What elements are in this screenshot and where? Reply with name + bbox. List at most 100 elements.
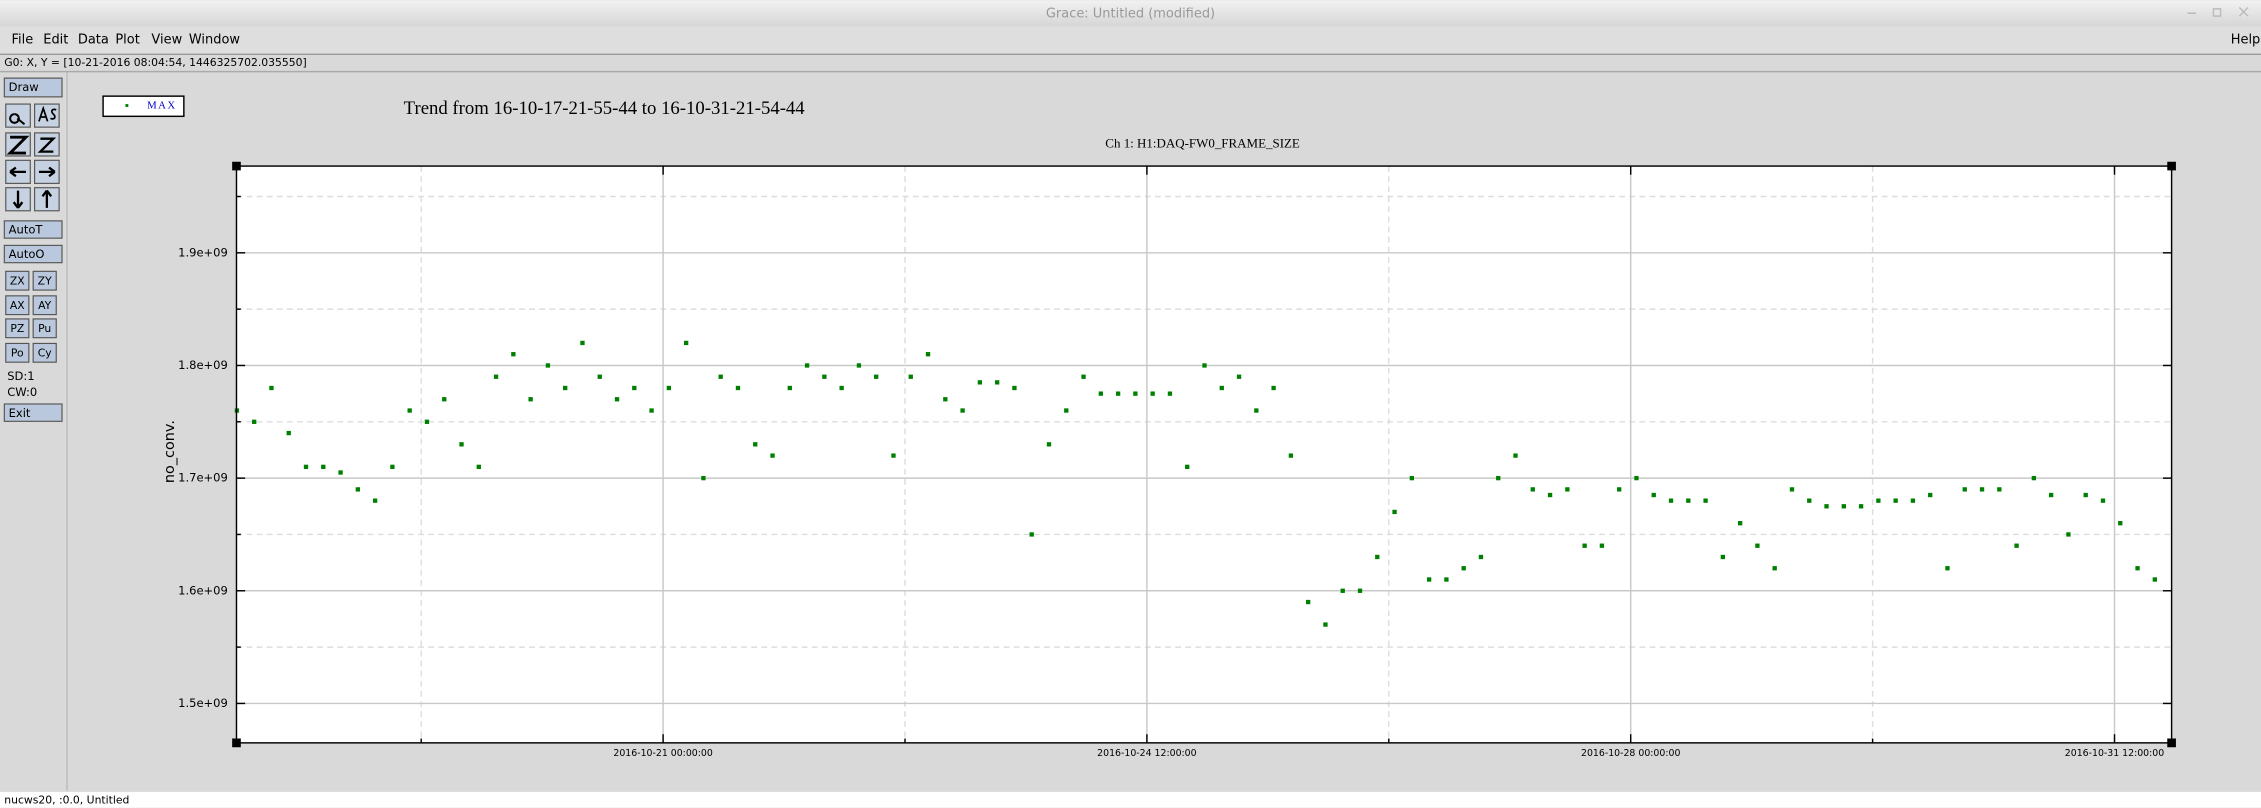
data-point (1046, 442, 1052, 447)
tool-button[interactable] (32, 270, 57, 291)
data-point (2152, 577, 2157, 582)
draw-label: Draw (9, 80, 39, 94)
y-tick-label: 1.9e+09 (178, 245, 228, 259)
exit-label: Exit (9, 406, 31, 420)
data-point (1513, 453, 1518, 458)
tool-label: AX (10, 299, 25, 312)
data-point (1634, 475, 1639, 481)
tool-button[interactable] (32, 342, 57, 363)
data-point (2083, 492, 2088, 498)
zoom-out-glyph (37, 137, 57, 153)
up-glyph (41, 189, 53, 208)
tool-label: AY (38, 299, 52, 312)
data-point (1530, 487, 1535, 492)
menu-help[interactable]: Help (2231, 32, 2261, 47)
data-point (683, 340, 689, 346)
data-point (735, 385, 741, 391)
autoscale-glyph (38, 105, 57, 122)
data-point (1323, 622, 1328, 627)
data-point (632, 385, 637, 391)
data-point (1150, 391, 1155, 396)
data-point (701, 475, 706, 481)
data-point (1271, 385, 1276, 391)
data-point (286, 430, 291, 436)
tool-button[interactable] (32, 295, 57, 316)
menu-bar (0, 26, 2261, 54)
tool-label: Pu (38, 322, 51, 335)
data-point (804, 363, 810, 368)
data-point (614, 397, 620, 402)
data-point (1444, 577, 1449, 582)
data-point (649, 408, 654, 413)
data-point (1375, 554, 1380, 560)
autoo-button[interactable] (3, 244, 63, 264)
chart-title: Trend from 16-10-17-21-55-44 to 16-10-31… (404, 98, 806, 119)
data-point (1219, 385, 1224, 391)
tool-button[interactable] (5, 318, 30, 339)
data-point (563, 385, 568, 391)
menu-item[interactable]: Data (78, 32, 109, 47)
data-point (1288, 453, 1294, 458)
data-point (1012, 385, 1017, 391)
data-point (770, 453, 775, 458)
down-glyph (12, 190, 24, 209)
data-point (1599, 543, 1605, 548)
tool-label: Po (11, 347, 24, 360)
data-point (424, 419, 430, 424)
data-point (2048, 492, 2054, 498)
data-point (1098, 391, 1103, 396)
tool-button[interactable] (5, 270, 30, 291)
data-point (476, 464, 481, 470)
data-point (1772, 566, 1777, 571)
data-point (1945, 566, 1950, 571)
data-point (1807, 498, 1812, 503)
y-tick-label: 1.8e+09 (178, 358, 228, 372)
tool-button[interactable] (32, 318, 57, 339)
data-point (442, 397, 447, 402)
data-point (977, 380, 983, 385)
autot-button[interactable] (3, 220, 63, 239)
right-glyph (38, 166, 56, 178)
data-point (1236, 374, 1242, 379)
data-point (1720, 554, 1726, 560)
footer-status: nucws20, :0.0, Untitled (4, 794, 129, 807)
data-point (1496, 475, 1501, 481)
data-point (1962, 487, 1967, 492)
data-point (891, 453, 896, 458)
data-point (1841, 504, 1846, 509)
tool-button[interactable] (5, 295, 30, 316)
data-point (1185, 464, 1190, 470)
data-point (908, 374, 913, 379)
data-point (1081, 374, 1086, 379)
data-point (355, 487, 361, 492)
data-point (493, 374, 499, 379)
data-point (1357, 588, 1363, 593)
menu-item[interactable]: Edit (43, 32, 68, 47)
data-point (459, 442, 464, 447)
data-point (1064, 408, 1069, 413)
plot-frame (235, 165, 2173, 744)
menu-item[interactable]: File (12, 32, 34, 47)
data-point (822, 374, 827, 379)
draw-button[interactable] (3, 77, 63, 98)
tool-button[interactable] (5, 342, 30, 363)
data-point (2100, 498, 2106, 503)
menu-item[interactable]: View (151, 32, 182, 47)
data-point (1340, 588, 1345, 593)
data-point (1928, 492, 1933, 498)
window-controls[interactable] (2187, 6, 2249, 17)
exit-button[interactable] (3, 403, 63, 422)
status-line: G0: X, Y = [10-21-2016 08:04:54, 1446325… (4, 56, 306, 69)
tool-label: ZX (10, 274, 25, 287)
data-point (2135, 566, 2140, 571)
menu-item[interactable]: Window (189, 32, 241, 47)
data-point (338, 470, 343, 475)
autot-label: AutoT (9, 223, 44, 237)
data-point (753, 442, 758, 447)
data-point (1478, 554, 1484, 560)
data-point (1306, 599, 1311, 605)
x-tick-label: 2016-10-31 12:00:00 (2065, 748, 2164, 759)
y-tick-label: 1.7e+09 (178, 471, 228, 485)
data-point (1893, 498, 1898, 503)
menu-item[interactable]: Plot (115, 32, 139, 47)
